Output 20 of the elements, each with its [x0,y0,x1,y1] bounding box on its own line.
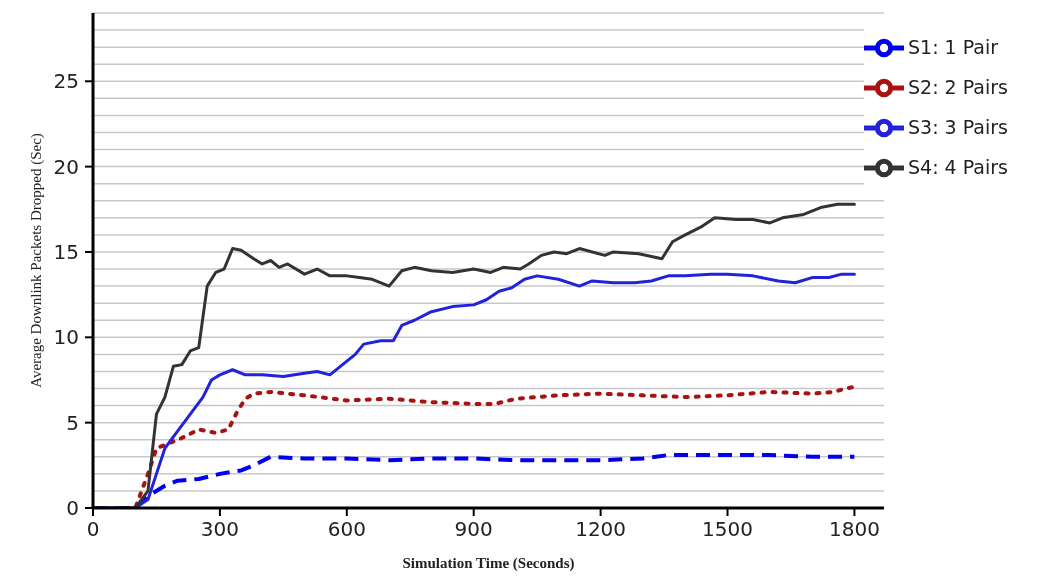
x-tick-label: 1800 [828,517,880,541]
y-tick-label: 0 [66,496,79,520]
y-tick-label: 5 [66,410,79,435]
y-tick-label: 20 [53,154,79,179]
y-tick-label: 10 [53,325,79,350]
line-series [93,384,857,508]
y-tick-label: 25 [53,69,79,94]
legend-label: S4: 4 Pairs [908,155,1008,178]
legend-label: S2: 2 Pairs [908,75,1008,98]
x-axis-title: Simulation Time (Seconds) [402,555,575,572]
y-tick-label: 15 [53,239,79,264]
x-tick-label: 1500 [702,517,753,541]
legend-label: S3: 3 Pairs [908,115,1008,138]
y-axis-title: Average Downlink Packets Dropped (Sec) [28,133,46,388]
x-tick-label: 900 [454,517,493,541]
x-tick-label: 1200 [575,517,627,541]
legend-label: S1: 1 Pair [908,35,999,58]
x-tick-label: 600 [327,517,366,541]
x-tick-label: 0 [86,517,100,541]
x-tick-label: 300 [200,517,239,541]
